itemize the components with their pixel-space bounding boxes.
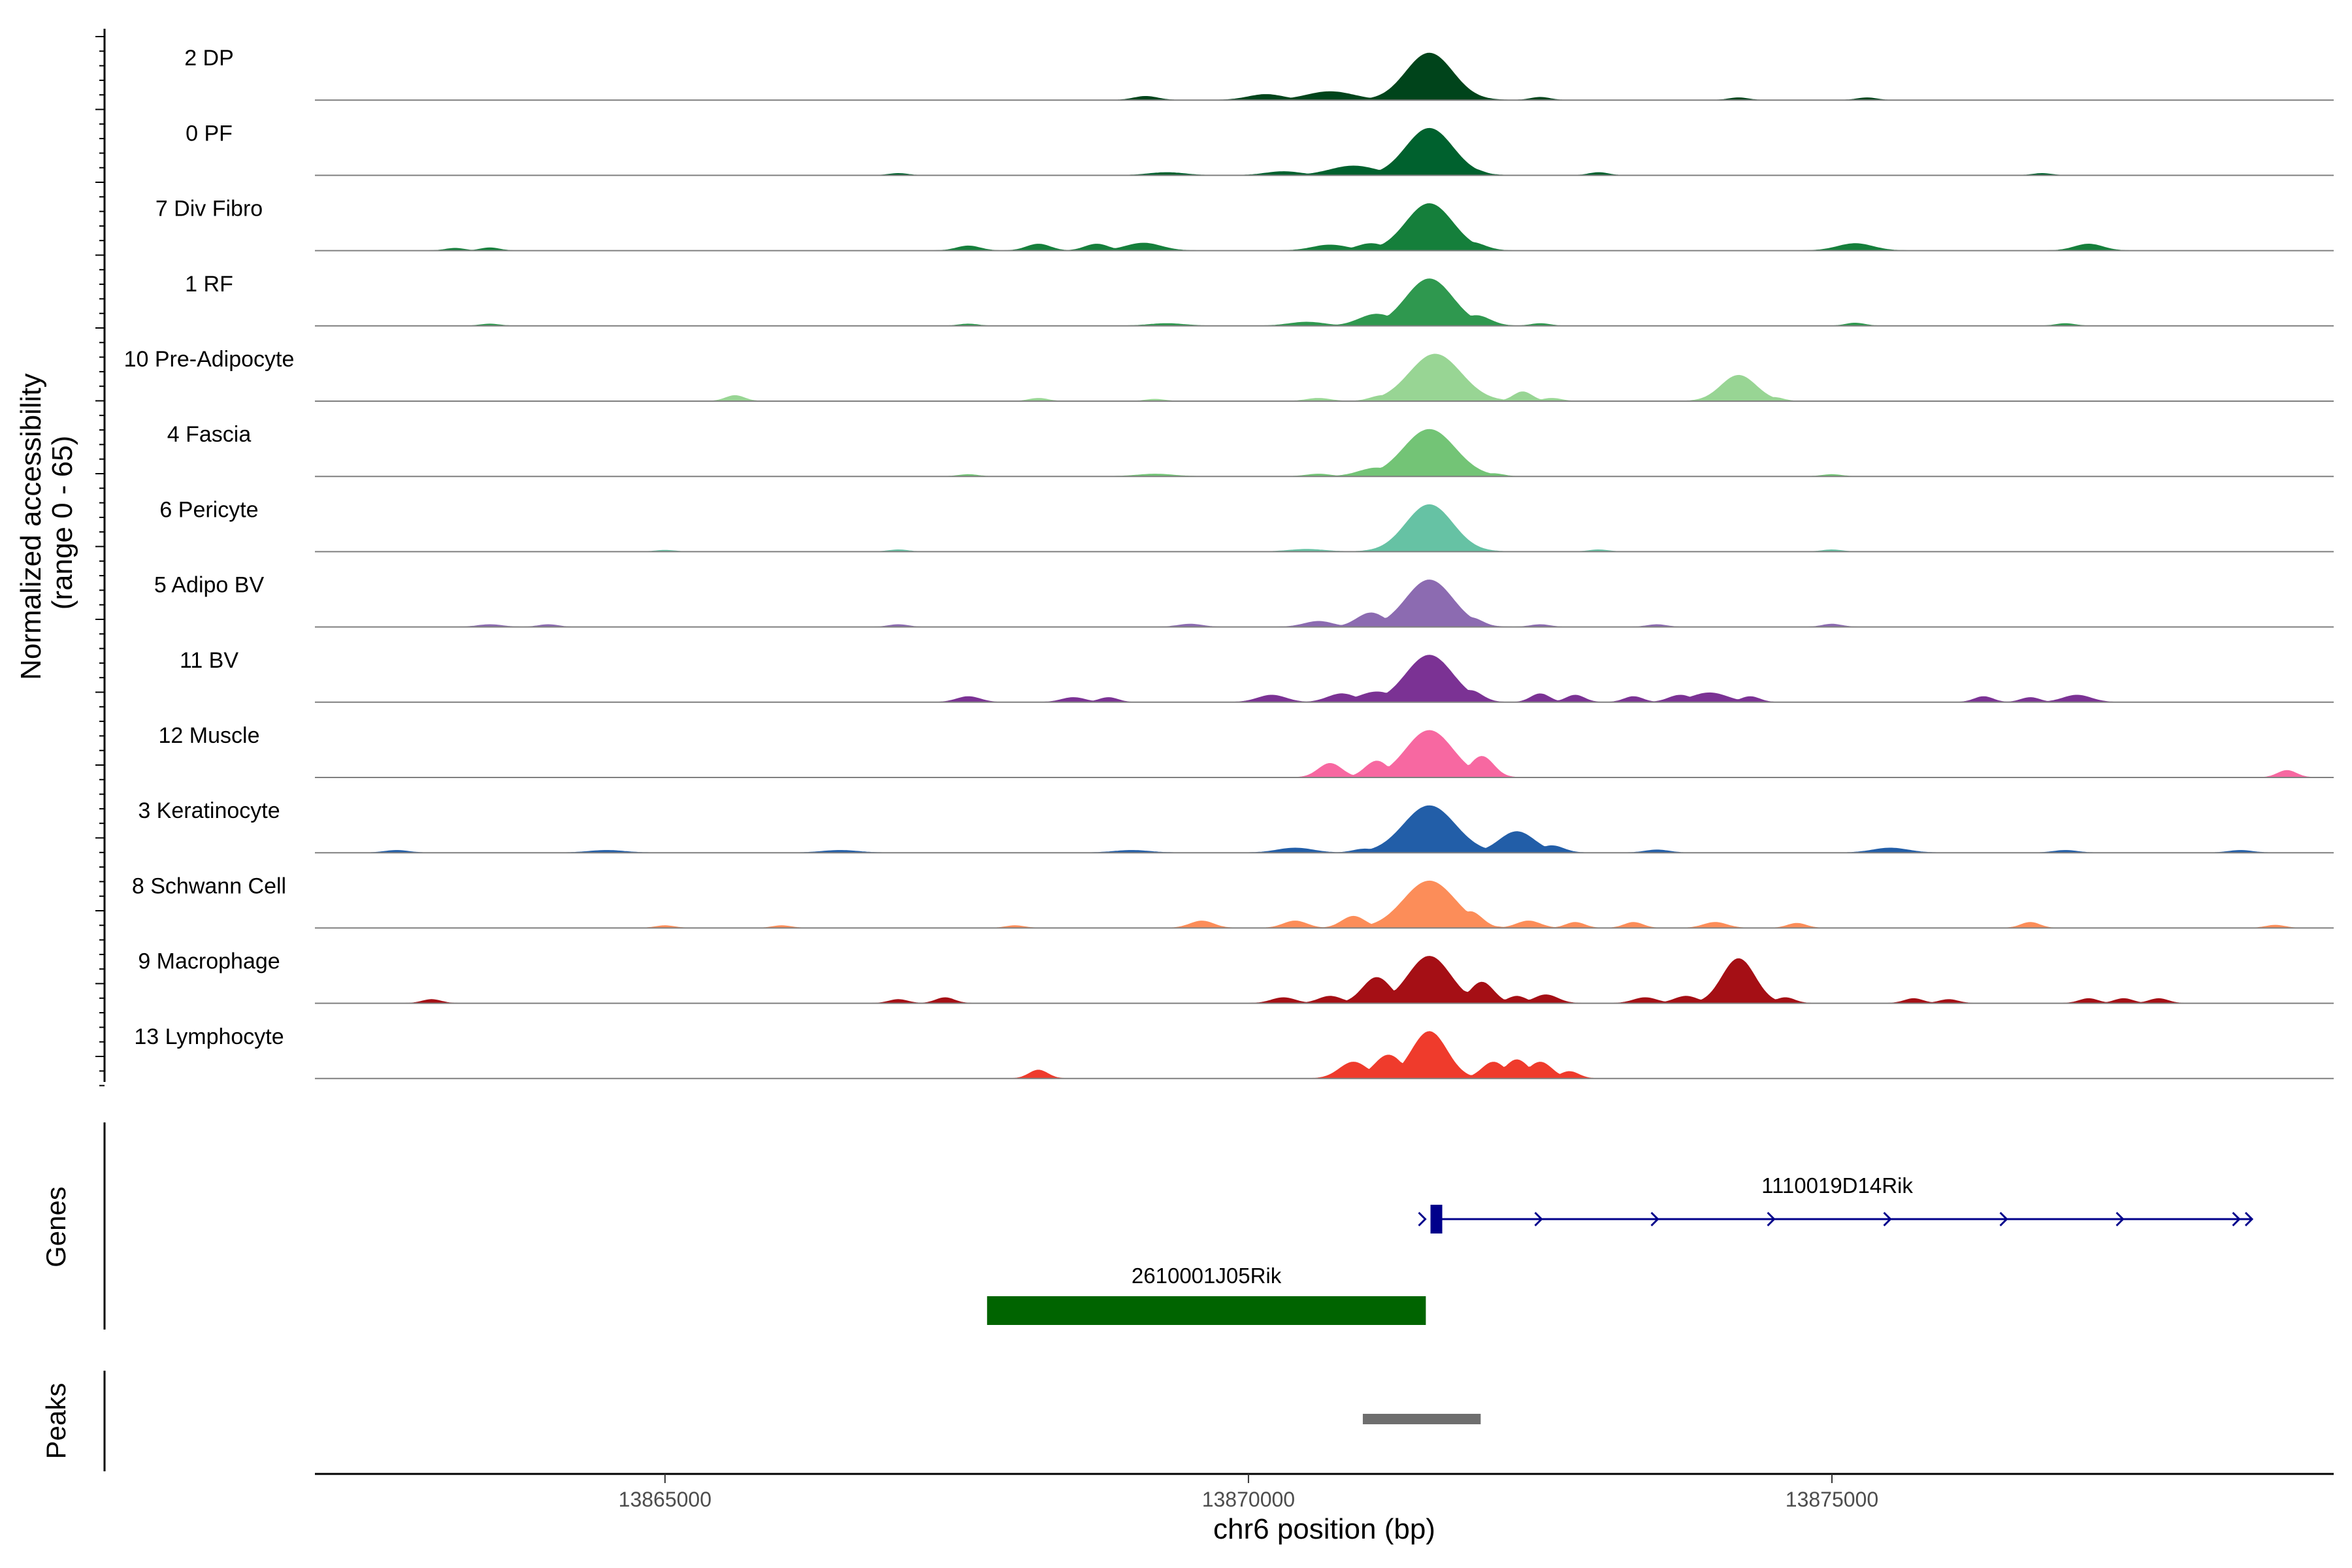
track-label: 0 PF [186,121,233,146]
coverage-area [315,203,2334,252]
gene-label: 2610001J05Rik [1132,1264,1282,1288]
track-4: 1 RF [185,272,2334,327]
track-label: 1 RF [185,272,233,297]
strand-arrow [1767,1211,1776,1227]
x-tick-label: 13870000 [1202,1488,1295,1511]
coverage-area [315,278,2334,327]
coverage-area [315,353,2334,402]
strand-arrow [2115,1211,2125,1227]
track-label: 4 Fascia [167,422,252,447]
coverage-tracks: 2 DP 0 PF 7 Div Fibro 1 RF 10 Pre-Adipocyte 4… [124,46,2334,1079]
coverage-area [315,580,2334,628]
genes-panel: 1110019D14Rik 2610001J05Rik [987,1173,2254,1325]
gene-exon [1430,1205,1443,1233]
y-axis [95,29,106,1086]
track-label: 7 Div Fibro [155,197,263,221]
track-label: 2 DP [184,46,234,71]
y-axis-title-line1: Normalized accessibility [15,373,47,679]
coverage-area [315,52,2334,101]
gene-label: 1110019D14Rik [1761,1173,1913,1198]
track-label: 5 Adipo BV [154,573,265,598]
track-6: 4 Fascia [167,422,2334,478]
coverage-area [315,1031,2334,1079]
track-label: 8 Schwann Cell [132,874,286,898]
track-9: 11 BV [180,648,2334,703]
track-label: 10 Pre-Adipocyte [124,347,295,372]
track-label: 3 Keratinocyte [138,798,280,823]
x-tick-label: 13865000 [619,1488,711,1511]
x-tick-label: 13875000 [1786,1488,1878,1511]
strand-arrow [1650,1211,1659,1227]
coverage-area [315,127,2334,176]
strand-arrow [1418,1211,1427,1227]
strand-arrow [1534,1211,1543,1227]
track-label: 9 Macrophage [138,949,280,974]
track-label: 6 Pericyte [159,497,258,522]
peaks-panel [1362,1414,1481,1424]
strand-arrow [2232,1211,2241,1227]
genes-panel-title: Genes [41,1186,71,1267]
strand-arrow [2244,1211,2254,1227]
track-label: 11 BV [180,648,238,673]
coverage-area [315,730,2334,778]
track-14: 13 Lymphocyte [134,1024,2334,1079]
y-axis-title-line2: (range 0 - 65) [46,436,78,610]
track-7: 6 Pericyte [159,497,2334,553]
coverage-area [315,805,2334,853]
peak-region [1362,1414,1481,1424]
strand-arrow [1883,1211,1892,1227]
track-label: 12 Muscle [159,723,260,748]
track-10: 12 Muscle [159,723,2334,778]
strand-arrow [1999,1211,2008,1227]
coverage-area [315,429,2334,477]
gene-2: 2610001J05Rik [987,1264,1426,1325]
track-label: 13 Lymphocyte [134,1024,284,1049]
coverage-area [315,956,2334,1004]
track-12: 8 Schwann Cell [132,874,2334,929]
x-axis: 13865000 13870000 13875000 [619,1474,1878,1511]
gene-1: 1110019D14Rik [1418,1173,2254,1233]
track-13: 9 Macrophage [138,949,2334,1004]
track-1: 2 DP [184,46,2334,101]
y-axis-title: Normalized accessibility (range 0 - 65) [15,365,78,680]
track-3: 7 Div Fibro [155,197,2334,252]
gene-exon [987,1296,1426,1325]
x-axis-title: chr6 position (bp) [1213,1513,1435,1545]
coverage-area [315,880,2334,928]
coverage-area [315,655,2334,703]
track-8: 5 Adipo BV [154,573,2334,628]
peaks-panel-title: Peaks [41,1383,71,1460]
track-11: 3 Keratinocyte [138,798,2334,854]
coverage-area [315,504,2334,552]
track-5: 10 Pre-Adipocyte [124,347,2334,402]
track-2: 0 PF [186,121,2334,176]
